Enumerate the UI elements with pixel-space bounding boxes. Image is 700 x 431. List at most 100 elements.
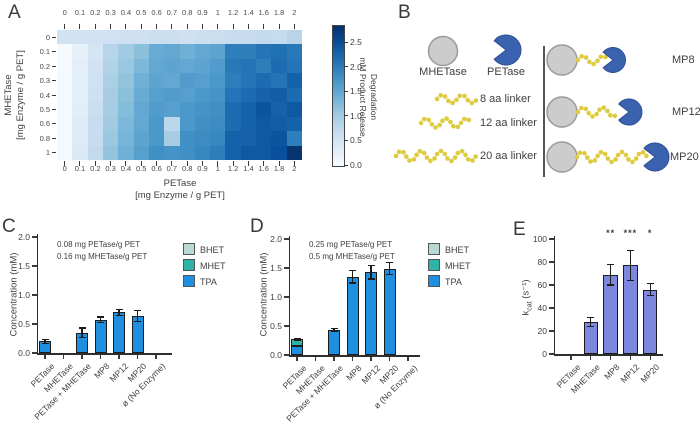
- heatmap-cell: [210, 131, 226, 146]
- heatmap-cell: [133, 44, 149, 59]
- heatmap-x-tick-mark: [263, 24, 265, 29]
- y-tick-label: 0.0: [270, 350, 282, 360]
- error-bar-stem: [590, 317, 592, 327]
- heatmap-y-tick-label: 1: [45, 148, 50, 158]
- heatmap-cell: [240, 145, 257, 160]
- y-tick-mark: [32, 352, 37, 354]
- petase-pacman-icon: [602, 47, 626, 73]
- heatmap-x-axis-title: PETase [mg Enzyme / g PET]: [105, 178, 255, 202]
- y-tick-mark: [549, 307, 554, 309]
- heatmap-x-tick-label-top: 0.6: [151, 8, 162, 17]
- heatmap-cell: [286, 44, 302, 59]
- heatmap-y-tick-mark: [52, 137, 56, 139]
- y-tick-label: 0.0: [18, 348, 30, 358]
- heatmap-x-tick-label-top: 1.6: [258, 8, 269, 17]
- heatmap-cell: [102, 87, 119, 103]
- heatmap-x-tick-mark: [140, 161, 142, 166]
- heatmap-cell: [271, 131, 287, 146]
- legend-swatch: [183, 259, 195, 271]
- linker-chain-icon: [434, 92, 480, 106]
- y-tick-label: 1.5: [270, 263, 282, 273]
- legend-swatch: [428, 259, 440, 271]
- error-bar-stem: [610, 264, 612, 285]
- heatmap-cell: [210, 116, 226, 132]
- mhetase-circle-icon: [546, 44, 578, 76]
- y-tick-mark: [32, 236, 37, 238]
- heatmap-x-tick-label-top: 0.8: [181, 8, 193, 17]
- heatmap-cell: [179, 44, 195, 59]
- heatmap-x-tick-mark: [171, 161, 173, 166]
- legend-swatch: [428, 243, 440, 255]
- heatmap-cell: [87, 87, 103, 103]
- heatmap-y-tick-mark: [52, 152, 56, 154]
- heatmap-cell: [118, 73, 134, 88]
- heatmap-cell: [256, 58, 272, 74]
- heatmap-y-tick-label: 0.1: [39, 47, 50, 57]
- x-axis-line: [553, 354, 663, 356]
- heatmap-cell: [210, 73, 226, 88]
- heatmap-x-tick-mark: [217, 161, 219, 166]
- linker-chain-icon: [574, 149, 650, 165]
- heatmap-cell: [102, 145, 119, 160]
- heatmap-cell: [164, 145, 180, 160]
- heatmap-cell: [57, 87, 73, 103]
- y-tick-label: 2.0: [18, 232, 30, 242]
- y-tick-mark: [284, 325, 289, 327]
- significance-stars: ***: [623, 228, 638, 238]
- heatmap-cell: [148, 102, 165, 117]
- error-bar-cap: [349, 282, 356, 284]
- bar-segment: [346, 276, 359, 355]
- error-bar-stem: [296, 338, 298, 341]
- mhetase-circle-icon: [427, 35, 459, 67]
- heatmap-cell: [133, 73, 149, 88]
- error-bar-cap: [646, 294, 654, 296]
- heatmap-x-tick-label-top: 0.1: [74, 8, 86, 17]
- heatmap-cell: [118, 116, 134, 132]
- heatmap-x-tick-label-bottom: 0.7: [166, 164, 178, 173]
- colorbar-tick-mark: [344, 90, 348, 92]
- y-tick-mark: [549, 284, 554, 286]
- heatmap-cell: [210, 87, 226, 103]
- x-tick-mark: [351, 356, 354, 361]
- heatmap-cell: [271, 44, 287, 59]
- panel-d-annotation: 0.25 mg PETase/g PET 0.5 mg MHETase/g PE…: [309, 239, 395, 262]
- heatmap-cell: [72, 87, 88, 103]
- heatmap-cell: [118, 44, 134, 59]
- error-bar-cap: [41, 339, 49, 341]
- error-bar-stem: [629, 250, 631, 281]
- y-tick-mark: [549, 353, 554, 355]
- heatmap-x-tick-mark: [217, 24, 219, 29]
- x-tick-mark: [62, 354, 65, 359]
- heatmap-x-tick-label-bottom: 0.9: [197, 164, 208, 173]
- heatmap-x-tick-label-top: 2: [292, 8, 297, 17]
- error-bar-cap: [330, 330, 338, 332]
- heatmap-x-tick-label-bottom: 1: [215, 164, 220, 173]
- heatmap-cell: [194, 44, 211, 59]
- error-bar-cap: [115, 308, 123, 311]
- x-tick-mark: [296, 356, 298, 361]
- y-tick-mark: [284, 354, 289, 356]
- heatmap-x-tick-mark: [171, 24, 173, 29]
- heatmap-x-tick-mark: [232, 24, 234, 29]
- heatmap-cell: [87, 102, 103, 117]
- heatmap-x-tick-label-top: 0.7: [166, 8, 178, 17]
- heatmap-cell: [179, 58, 195, 74]
- x-tick-mark: [155, 354, 157, 359]
- y-tick-mark: [32, 294, 37, 296]
- heatmap-x-tick-label-bottom: 1.8: [273, 164, 285, 173]
- heatmap-cell: [102, 58, 119, 74]
- error-bar-cap: [646, 283, 654, 285]
- x-tick-mark: [314, 356, 317, 361]
- heatmap-cell: [133, 131, 149, 146]
- bar-segment: [603, 274, 618, 354]
- bar-segment: [642, 289, 658, 354]
- heatmap-x-tick-mark: [278, 24, 280, 29]
- y-tick-mark: [549, 261, 554, 263]
- heatmap-cell: [164, 116, 180, 132]
- y-tick-label: 0.5: [270, 321, 282, 331]
- heatmap-x-tick-mark: [201, 24, 203, 29]
- y-tick-mark: [32, 265, 37, 267]
- x-tick-mark: [649, 355, 651, 360]
- heatmap-cell: [194, 58, 211, 74]
- heatmap-y-tick-mark: [52, 94, 56, 96]
